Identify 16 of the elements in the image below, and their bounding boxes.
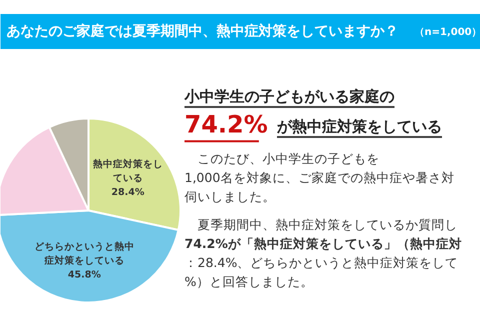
data-label: 45.8% — [68, 269, 102, 280]
text: 小中学生の子どもがいる家庭の — [184, 88, 394, 106]
text: が熱中症対策をしている — [276, 118, 442, 136]
text: このたび、小中学生の子どもを — [184, 151, 380, 166]
text: 74.2%が「熱中症対策をしている」（熱中症対 — [184, 236, 462, 251]
slice-label: 熱中症対策をしている — [92, 158, 163, 184]
text: %）と回答しました。 — [184, 274, 314, 289]
text: 夏季期間中、熱中症対策をしているか質問し — [184, 217, 458, 232]
text: 伺いしました。 — [184, 189, 276, 204]
slice-label: どちらかというと熱中症対策をしている — [34, 240, 134, 266]
chart-title: あなたのご家庭では夏季期間中、熱中症対策をしていますか？ — [6, 22, 398, 40]
text: 1,000名を対象に、ご家庭での熱中症や暑さ対 — [184, 170, 454, 185]
text: ：28.4%、どちらかというと熱中症対策をして — [184, 255, 458, 270]
text: 74.2% — [184, 110, 268, 138]
text: （n=1,000） — [414, 27, 480, 38]
data-label: 28.4% — [111, 187, 145, 198]
